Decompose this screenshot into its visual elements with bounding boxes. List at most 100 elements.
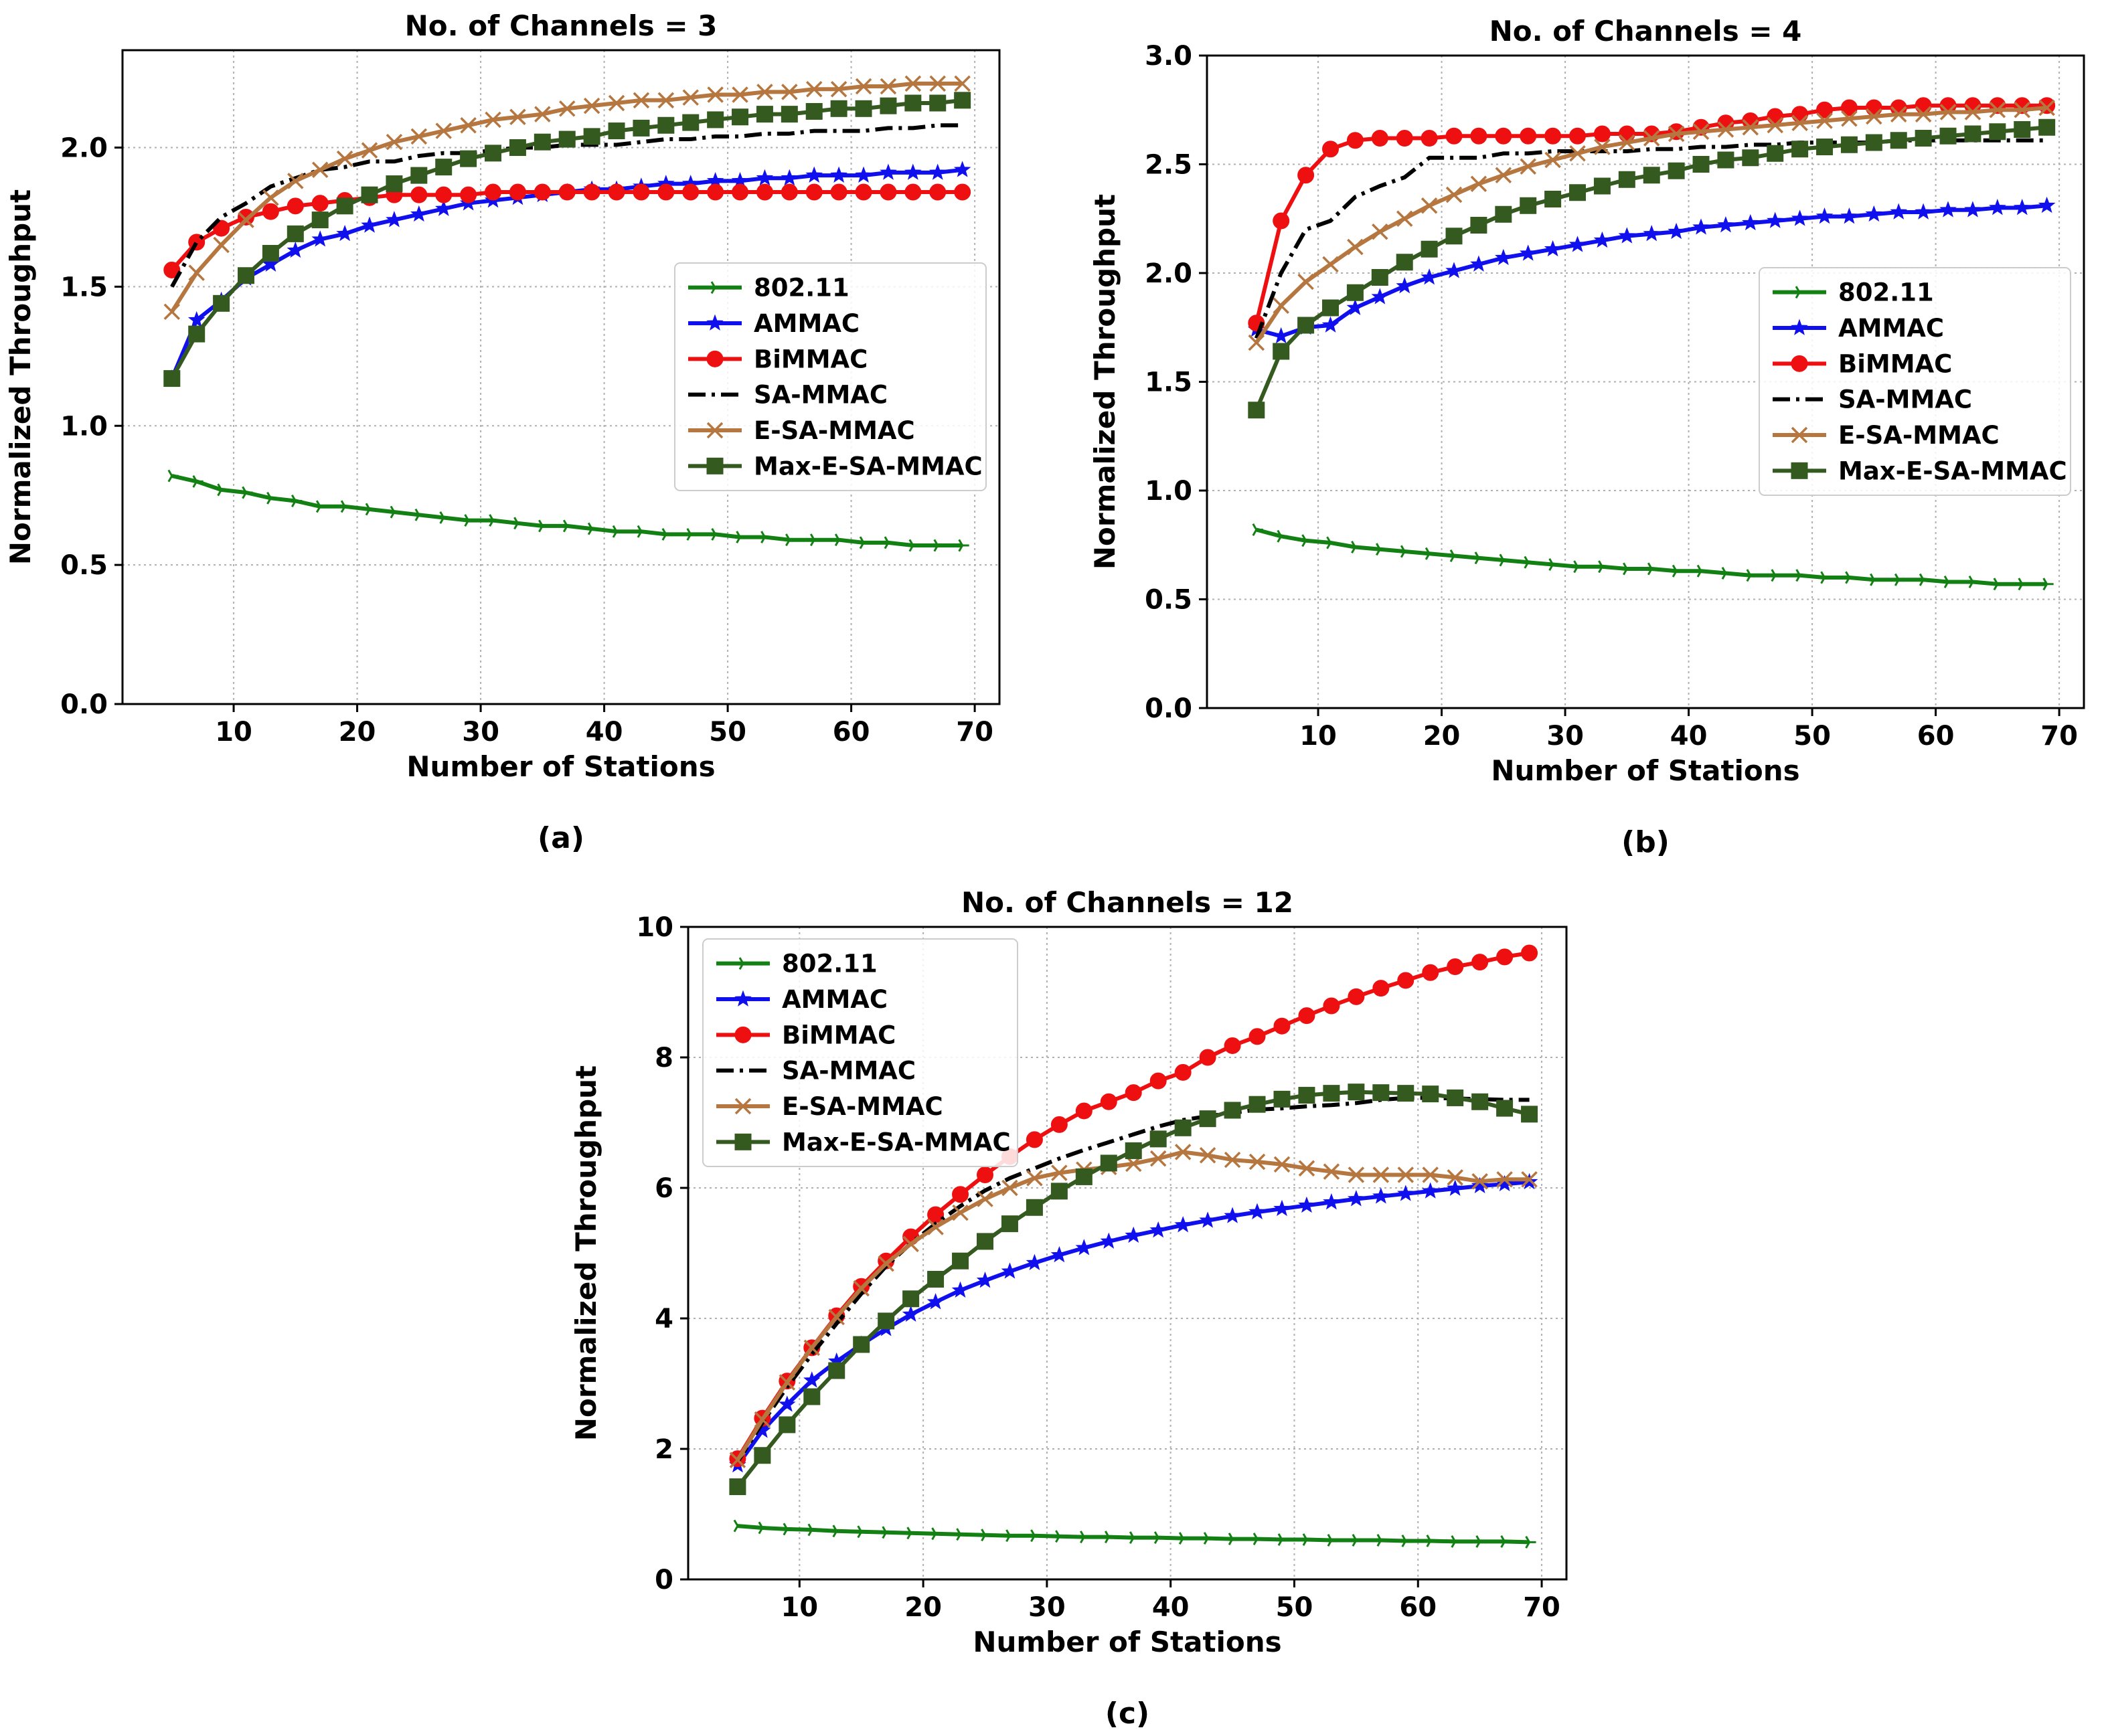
legend-label: SA-MMAC — [754, 381, 888, 410]
data-point — [1129, 1531, 1141, 1545]
legend-marker — [710, 281, 722, 294]
data-point — [1840, 99, 1858, 116]
x-tick-label: 60 — [1399, 1592, 1437, 1623]
x-tick-label: 50 — [1276, 1592, 1313, 1623]
data-point — [1767, 145, 1784, 162]
data-point — [608, 94, 625, 112]
data-point — [1348, 1083, 1365, 1101]
data-point — [1721, 567, 1732, 580]
legend-box — [674, 262, 987, 491]
data-point — [213, 294, 230, 312]
y-tick-label: 4 — [655, 1304, 673, 1334]
data-point — [1496, 1100, 1514, 1117]
legend-label: E-SA-MMAC — [1838, 421, 2000, 450]
data-point — [779, 1395, 796, 1412]
data-point — [2042, 578, 2054, 591]
data-point — [1371, 288, 1389, 305]
data-point — [460, 117, 477, 134]
data-point — [336, 224, 353, 242]
data-point — [1569, 184, 1587, 201]
data-point — [167, 469, 179, 483]
data-point — [902, 1305, 920, 1322]
data-point — [1100, 1093, 1117, 1110]
data-point — [1470, 217, 1487, 234]
data-point — [2018, 578, 2029, 591]
data-point — [1520, 127, 1537, 145]
y-tick-label: 1.5 — [1145, 367, 1192, 398]
data-point — [707, 86, 724, 103]
data-point — [1001, 1262, 1019, 1279]
data-point — [1795, 569, 1807, 582]
x-tick-label: 50 — [709, 717, 746, 748]
data-point — [976, 1272, 994, 1288]
data-point — [1125, 1142, 1142, 1159]
data-point — [785, 533, 797, 547]
data-point — [1277, 529, 1288, 543]
plot-area-a — [163, 75, 971, 552]
data-point — [1252, 523, 1263, 536]
data-point — [435, 159, 453, 176]
data-point — [952, 1252, 969, 1270]
data-point — [1228, 1533, 1240, 1545]
data-point — [806, 80, 823, 98]
data-point — [1915, 130, 1932, 147]
data-point — [1297, 273, 1314, 290]
data-point — [976, 1166, 993, 1183]
data-point — [1346, 298, 1364, 315]
y-tick-label: 2.5 — [1145, 150, 1192, 181]
y-tick-label: 1.5 — [60, 272, 108, 302]
data-point — [1001, 1215, 1018, 1233]
data-point — [2038, 196, 2056, 213]
data-point — [1544, 127, 1562, 145]
data-point — [558, 100, 576, 117]
data-point — [855, 78, 872, 95]
data-point — [188, 264, 205, 281]
legend-marker — [1791, 319, 1808, 335]
data-point — [951, 1281, 969, 1298]
data-point — [1372, 1084, 1390, 1102]
data-point — [1717, 151, 1734, 169]
x-tick-label: 70 — [1523, 1592, 1560, 1623]
data-point — [1422, 1166, 1439, 1183]
data-point — [1672, 564, 1684, 578]
data-point — [1322, 141, 1340, 158]
data-point — [904, 94, 922, 112]
data-point — [1968, 576, 1979, 588]
data-point — [1816, 139, 1834, 155]
data-point — [783, 1523, 794, 1536]
x-tick-label: 60 — [833, 717, 870, 748]
data-point — [242, 486, 253, 499]
data-point — [904, 183, 922, 201]
legend-label: AMMAC — [754, 309, 860, 338]
data-point — [1421, 1182, 1439, 1199]
data-point — [1692, 156, 1710, 173]
data-point — [830, 100, 847, 117]
data-point — [976, 1233, 993, 1250]
y-tick-label: 6 — [655, 1173, 673, 1204]
data-point — [707, 183, 724, 201]
data-point — [902, 1235, 919, 1253]
data-point — [262, 189, 279, 206]
legend-label: SA-MMAC — [1838, 385, 1972, 414]
data-point — [1323, 997, 1340, 1015]
x-tick-label: 10 — [781, 1592, 818, 1623]
data-point — [1346, 132, 1364, 149]
data-point — [1470, 255, 1487, 272]
data-point — [365, 503, 377, 516]
data-point — [1496, 948, 1514, 966]
data-point — [952, 1186, 969, 1203]
legend-marker — [1791, 355, 1808, 372]
data-point — [1475, 1535, 1487, 1548]
subfigure-caption: (c) — [1105, 1697, 1149, 1731]
data-point — [188, 325, 206, 343]
data-point — [1470, 175, 1487, 192]
data-point — [1273, 1199, 1291, 1217]
data-point — [1500, 1535, 1512, 1548]
x-tick-label: 10 — [1299, 721, 1337, 752]
data-point — [657, 116, 675, 134]
data-point — [1100, 1154, 1117, 1172]
series-802-11 — [167, 469, 969, 552]
x-tick-label: 20 — [339, 717, 376, 748]
data-point — [1273, 212, 1290, 230]
data-point — [311, 161, 329, 179]
